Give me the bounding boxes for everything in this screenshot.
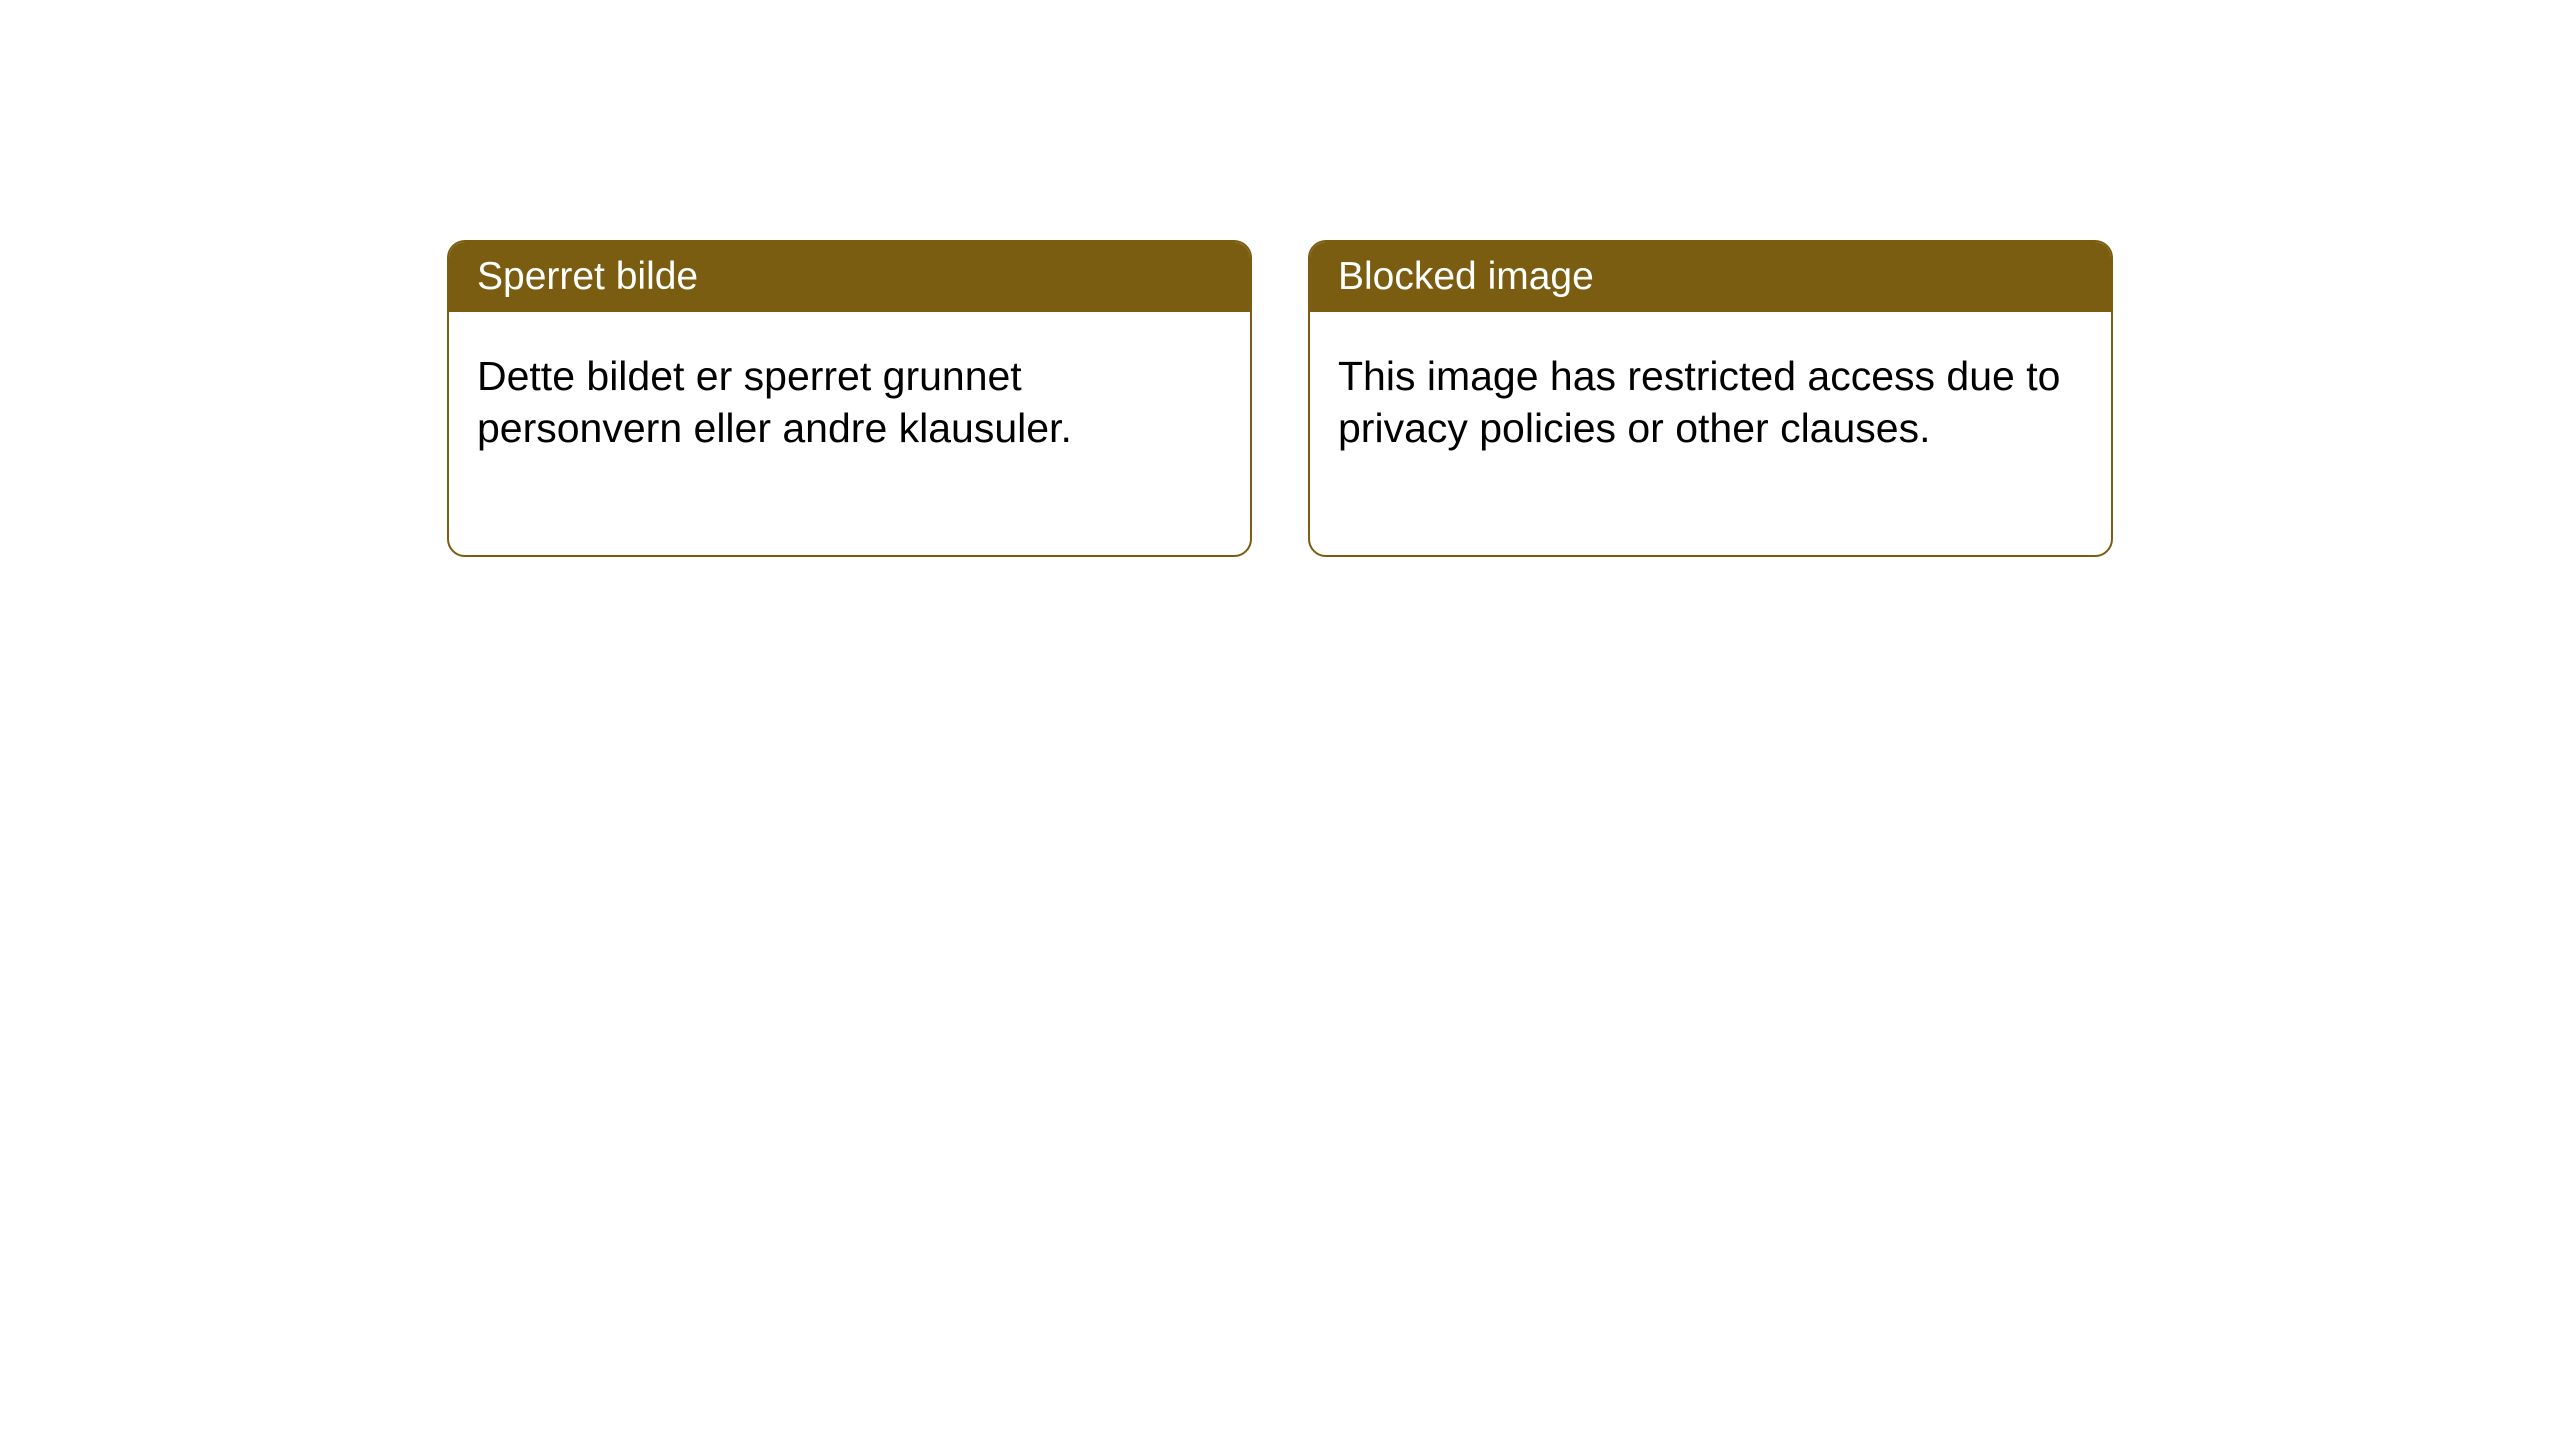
notice-card-body-text: Dette bildet er sperret grunnet personve… <box>477 353 1072 451</box>
notice-card-header: Blocked image <box>1310 242 2111 312</box>
notice-card-body: This image has restricted access due to … <box>1310 312 2111 555</box>
notice-card-header: Sperret bilde <box>449 242 1250 312</box>
notice-card-container: Sperret bilde Dette bildet er sperret gr… <box>447 240 2113 557</box>
notice-card-norwegian: Sperret bilde Dette bildet er sperret gr… <box>447 240 1252 557</box>
notice-card-english: Blocked image This image has restricted … <box>1308 240 2113 557</box>
notice-card-body: Dette bildet er sperret grunnet personve… <box>449 312 1250 555</box>
notice-card-title: Blocked image <box>1338 255 1594 298</box>
notice-card-title: Sperret bilde <box>477 255 698 298</box>
notice-card-body-text: This image has restricted access due to … <box>1338 353 2060 451</box>
